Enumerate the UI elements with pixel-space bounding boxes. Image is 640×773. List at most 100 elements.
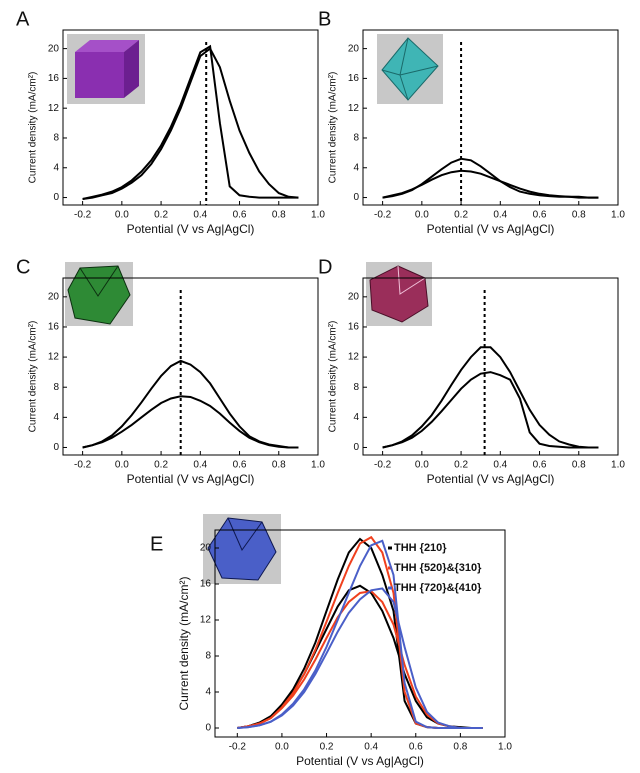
- panel-label: E: [150, 533, 163, 555]
- x-tick-label: 0.6: [233, 460, 247, 471]
- y-tick-label: 4: [205, 687, 211, 698]
- data-line: [82, 395, 299, 449]
- x-tick-label: 0.6: [533, 210, 547, 221]
- panel-label: D: [318, 256, 332, 278]
- legend-text: THH {720}&{410}: [394, 582, 482, 594]
- data-line: [382, 371, 599, 449]
- panel-label: B: [318, 8, 331, 30]
- x-tick-label: 0.2: [154, 460, 168, 471]
- x-tick-label: 0.0: [415, 460, 429, 471]
- y-tick-label: 16: [48, 73, 60, 84]
- x-tick-label: 0.0: [115, 210, 129, 221]
- x-tick-label: 0.4: [193, 460, 207, 471]
- plot-frame: [214, 529, 506, 738]
- data-line: [382, 346, 599, 449]
- x-tick-label: -0.2: [229, 742, 247, 753]
- y-tick-label: 0: [53, 442, 59, 453]
- y-tick-label: 8: [53, 133, 59, 144]
- data-line: [82, 359, 299, 449]
- x-tick-label: 1.0: [611, 210, 625, 221]
- x-tick-label: 0.8: [453, 742, 467, 753]
- x-axis-title: Potential (V vs Ag|AgCl): [427, 472, 555, 486]
- plot-frame: [362, 29, 619, 206]
- y-tick-label: 0: [53, 192, 59, 203]
- x-tick-label: 0.4: [493, 460, 507, 471]
- x-tick-label: 1.0: [498, 742, 512, 753]
- x-axis-title: Potential (V vs Ag|AgCl): [127, 222, 255, 236]
- y-tick-label: 20: [200, 543, 212, 554]
- legend-text: THH {520}&{310}: [394, 562, 482, 574]
- y-axis-title: Current density (mA/cm²): [177, 576, 191, 710]
- x-tick-label: 0.0: [415, 210, 429, 221]
- y-tick-label: 12: [348, 352, 360, 363]
- x-tick-label: 0.0: [115, 460, 129, 471]
- y-tick-label: 0: [205, 723, 211, 734]
- data-line: [82, 44, 299, 200]
- x-tick-label: 0.2: [154, 210, 168, 221]
- y-tick-label: 16: [348, 322, 360, 333]
- x-tick-label: 0.8: [572, 210, 586, 221]
- x-tick-label: 0.8: [272, 210, 286, 221]
- y-axis-title: Current density (mA/cm²): [28, 72, 39, 184]
- x-tick-label: 0.6: [533, 460, 547, 471]
- x-tick-label: 1.0: [611, 460, 625, 471]
- data-line: [237, 584, 483, 729]
- x-tick-label: 0.8: [572, 460, 586, 471]
- inset-green-polyhedron: [65, 262, 133, 326]
- y-tick-label: 20: [348, 43, 360, 54]
- x-axis-title: Potential (V vs Ag|AgCl): [127, 472, 255, 486]
- plot-frame: [62, 29, 319, 206]
- y-tick-label: 0: [353, 442, 359, 453]
- x-tick-label: 0.6: [409, 742, 423, 753]
- y-tick-label: 16: [48, 322, 60, 333]
- y-tick-label: 4: [353, 162, 359, 173]
- x-tick-label: 1.0: [311, 210, 325, 221]
- data-line: [382, 169, 599, 199]
- y-tick-label: 12: [348, 103, 360, 114]
- data-line: [237, 539, 483, 729]
- inset-pink-polyhedron: [366, 262, 432, 326]
- x-tick-label: 1.0: [311, 460, 325, 471]
- y-axis-title: Current density (mA/cm²): [328, 72, 339, 184]
- x-axis-title: Potential (V vs Ag|AgCl): [427, 222, 555, 236]
- y-tick-label: 4: [53, 412, 59, 423]
- y-tick-label: 0: [353, 192, 359, 203]
- x-tick-label: -0.2: [374, 460, 392, 471]
- x-tick-label: -0.2: [74, 210, 92, 221]
- x-tick-label: 0.4: [193, 210, 207, 221]
- data-line: [237, 587, 483, 729]
- x-tick-label: 0.8: [272, 460, 286, 471]
- y-tick-label: 8: [353, 382, 359, 393]
- y-axis-title: Current density (mA/cm²): [28, 321, 39, 433]
- y-tick-label: 16: [200, 579, 212, 590]
- y-axis-title: Current density (mA/cm²): [328, 321, 339, 433]
- x-tick-label: 0.2: [320, 742, 334, 753]
- y-tick-label: 16: [348, 73, 360, 84]
- y-tick-label: 8: [353, 133, 359, 144]
- panel-label: C: [16, 256, 30, 278]
- x-tick-label: -0.2: [374, 210, 392, 221]
- x-tick-label: 0.2: [454, 460, 468, 471]
- inset-blue-polyhedron: [203, 514, 281, 584]
- x-axis-title: Potential (V vs Ag|AgCl): [296, 754, 424, 768]
- y-tick-label: 20: [48, 43, 60, 54]
- y-tick-label: 4: [53, 162, 59, 173]
- y-tick-label: 12: [48, 352, 60, 363]
- legend-text: THH {210}: [394, 542, 447, 554]
- plot-frame: [362, 277, 619, 456]
- x-tick-label: 0.2: [454, 210, 468, 221]
- x-tick-label: -0.2: [74, 460, 92, 471]
- y-tick-label: 12: [48, 103, 60, 114]
- inset-octahedron: [377, 34, 443, 104]
- x-tick-label: 0.4: [364, 742, 378, 753]
- x-tick-label: 0.6: [233, 210, 247, 221]
- plot-frame: [62, 277, 319, 456]
- y-tick-label: 8: [205, 651, 211, 662]
- x-tick-label: 0.4: [493, 210, 507, 221]
- inset-cube: [67, 34, 145, 104]
- panel-label: A: [16, 8, 30, 30]
- y-tick-label: 8: [53, 382, 59, 393]
- data-line: [82, 47, 299, 200]
- y-tick-label: 12: [200, 615, 212, 626]
